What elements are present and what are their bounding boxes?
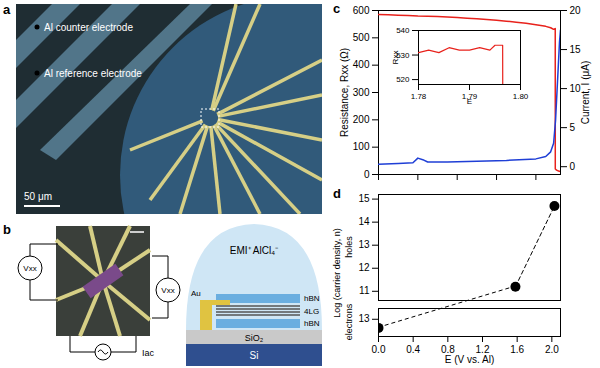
svg-text:300: 300 [353, 87, 370, 98]
svg-text:0: 0 [364, 169, 370, 180]
svg-text:SiO₂: SiO₂ [245, 333, 264, 343]
svg-text:100: 100 [353, 141, 370, 152]
svg-text:20: 20 [570, 5, 582, 16]
svg-text:E: E [467, 97, 472, 106]
svg-text:11: 11 [359, 285, 370, 296]
svg-text:0.0: 0.0 [372, 344, 386, 355]
svg-text:50 μm: 50 μm [24, 191, 52, 202]
svg-text:2.0: 2.0 [545, 344, 559, 355]
svg-text:500: 500 [353, 32, 370, 43]
svg-text:a: a [3, 2, 11, 17]
svg-text:200: 200 [353, 114, 370, 125]
svg-text:b: b [3, 222, 11, 237]
svg-text:14: 14 [358, 216, 370, 227]
svg-text:520: 520 [396, 75, 410, 84]
svg-text:Al counter electrode: Al counter electrode [44, 22, 133, 33]
svg-text:1.2: 1.2 [475, 343, 490, 355]
svg-text:hBN: hBN [304, 319, 320, 328]
svg-text:0: 0 [570, 161, 576, 172]
svg-text:Au: Au [191, 289, 201, 298]
svg-text:600: 600 [353, 5, 370, 16]
svg-text:1.79: 1.79 [461, 92, 478, 102]
svg-text:5: 5 [570, 122, 576, 133]
svg-text:1.6: 1.6 [510, 344, 524, 355]
svg-text:15: 15 [570, 44, 582, 55]
svg-text:400: 400 [353, 59, 370, 70]
svg-text:E (V vs. Al): E (V vs. Al) [445, 354, 494, 365]
svg-text:0.4: 0.4 [406, 344, 420, 355]
html-text:d: d [333, 186, 341, 201]
svg-text:Si: Si [250, 350, 259, 361]
svg-text:0.8: 0.8 [440, 343, 455, 355]
svg-text:1.78: 1.78 [411, 92, 427, 101]
svg-text:hBN: hBN [304, 294, 320, 303]
svg-text:Current, I (μA): Current, I (μA) [580, 61, 591, 125]
svg-text:Resistance, Rxx (Ω): Resistance, Rxx (Ω) [339, 48, 350, 137]
svg-text:1.80: 1.80 [513, 92, 529, 101]
svg-text:Vxx: Vxx [161, 286, 174, 295]
svg-text:Rxx: Rxx [391, 51, 400, 65]
svg-text:Vxx: Vxx [23, 264, 36, 273]
svg-text:15: 15 [358, 193, 370, 204]
svg-text:530: 530 [396, 50, 410, 60]
svg-text:Log (carrier density, n): Log (carrier density, n) [332, 228, 342, 317]
svg-text:Al reference electrode: Al reference electrode [44, 68, 142, 79]
svg-text:electrons: electrons [344, 303, 354, 340]
svg-text:13: 13 [358, 239, 370, 250]
svg-text:540: 540 [396, 26, 410, 35]
svg-text:Iac: Iac [142, 348, 155, 358]
html-text:c: c [333, 1, 341, 16]
svg-text:12: 12 [358, 262, 370, 273]
svg-text:13: 13 [358, 313, 370, 324]
svg-text:EMI⁺ AlCl₄⁻: EMI⁺ AlCl₄⁻ [230, 245, 279, 256]
svg-text:4LG: 4LG [304, 307, 319, 316]
svg-text:holes: holes [344, 236, 354, 258]
svg-text:10: 10 [569, 82, 581, 94]
